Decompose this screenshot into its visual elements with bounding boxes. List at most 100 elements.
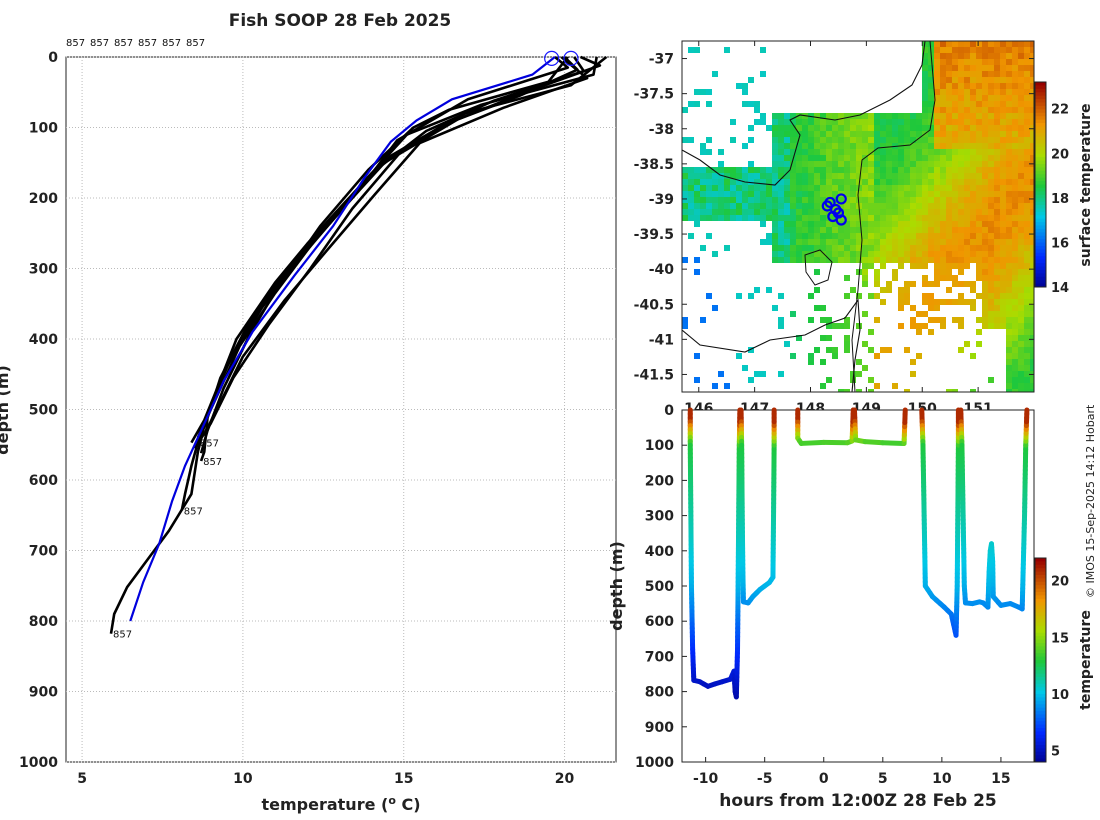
sst-cell [964, 203, 970, 209]
sst-cell [784, 341, 790, 347]
sst-cell [706, 179, 712, 185]
sst-cell [874, 179, 880, 185]
sst-cell [970, 167, 976, 173]
sst-cell [970, 137, 976, 143]
sst-cell [982, 323, 988, 329]
sst-cell [1030, 203, 1034, 209]
sst-cell [808, 173, 814, 179]
sst-cell [976, 77, 982, 83]
sst-cell [820, 137, 826, 143]
sst-cell [952, 149, 958, 155]
sst-cell [826, 347, 832, 353]
sst-cell [736, 203, 742, 209]
sst-cell [1024, 203, 1030, 209]
sst-cell [934, 137, 940, 143]
sst-cell [802, 191, 808, 197]
sst-cell [988, 209, 994, 215]
sst-cell [958, 215, 964, 221]
sst-cell [910, 125, 916, 131]
temperature-colorbar-segment [1035, 745, 1046, 749]
sst-cell [682, 197, 688, 203]
sst-cell [976, 269, 982, 275]
sst-cell [940, 47, 946, 53]
sst-cell [1012, 125, 1018, 131]
sst-cell [694, 257, 700, 263]
sst-cell [892, 383, 898, 389]
sst-cell [922, 95, 928, 101]
sst-cell [1000, 161, 1006, 167]
sst-cell [820, 197, 826, 203]
sst-cell [778, 143, 784, 149]
sst-cell [940, 239, 946, 245]
sst-cell [1030, 239, 1034, 245]
sst-cell [838, 251, 844, 257]
sst-cell [946, 209, 952, 215]
temperature-colorbar-segment [1035, 704, 1046, 709]
sst-cell [736, 353, 742, 359]
sst-cell [922, 233, 928, 239]
sst-cell [916, 191, 922, 197]
sst-cell [856, 131, 862, 137]
sst-cell [946, 77, 952, 83]
sst-cell [826, 119, 832, 125]
sst-cell [790, 119, 796, 125]
sst-cell [976, 89, 982, 95]
sst-cell [934, 317, 940, 323]
sst-cell [952, 173, 958, 179]
sst-cell [940, 263, 946, 269]
sst-cell [988, 53, 994, 59]
sst-cell [910, 203, 916, 209]
sst-cell [982, 257, 988, 263]
sst-cell [814, 251, 820, 257]
sst-cell [778, 245, 784, 251]
sst-cell [1000, 221, 1006, 227]
sst-cell [988, 197, 994, 203]
sst-cell [712, 209, 718, 215]
sst-cell [850, 155, 856, 161]
sst-cell [922, 71, 928, 77]
sst-cell [928, 65, 934, 71]
sst-cell [904, 209, 910, 215]
sst-cell [994, 41, 1000, 47]
sst-cell [910, 119, 916, 125]
sst-cell [682, 107, 688, 113]
sst-cell [994, 89, 1000, 95]
sst-cell [988, 71, 994, 77]
temperature-colorbar-segment [1035, 612, 1046, 617]
sst-cell [856, 215, 862, 221]
sst-cell [958, 131, 964, 137]
sst-cell [886, 137, 892, 143]
y-tick-label: 1000 [19, 755, 58, 771]
sst-cell [934, 227, 940, 233]
sst-cell [778, 323, 784, 329]
sst-cell [814, 227, 820, 233]
sst-cell [784, 221, 790, 227]
sst-cell [928, 137, 934, 143]
sst-cell [952, 161, 958, 167]
sst-cell [994, 83, 1000, 89]
sst-colorbar-segment [1035, 201, 1046, 206]
sst-cell [922, 263, 928, 269]
sst-cell [898, 155, 904, 161]
sst-cell [700, 191, 706, 197]
temperature-colorbar-segment [1035, 731, 1046, 736]
sst-cell [928, 239, 934, 245]
sst-cell [934, 65, 940, 71]
temperature-colorbar-segment [1035, 751, 1046, 756]
sst-cell [1000, 107, 1006, 113]
sst-cell [976, 197, 982, 203]
sst-cell [706, 89, 712, 95]
sst-cell [952, 71, 958, 77]
sst-cell [1024, 263, 1030, 269]
sst-colorbar-segment [1035, 82, 1046, 86]
sst-cell [1012, 137, 1018, 143]
sst-cell [940, 323, 946, 329]
sst-cell [904, 119, 910, 125]
sst-cell [1024, 41, 1030, 47]
sst-cell [856, 137, 862, 143]
sst-cell [988, 191, 994, 197]
sst-cell [772, 227, 778, 233]
sst-cell [820, 305, 826, 311]
y-tick-label: 300 [29, 262, 58, 278]
section-x-axis-label: hours from 12:00Z 28 Feb 25 [719, 791, 997, 811]
